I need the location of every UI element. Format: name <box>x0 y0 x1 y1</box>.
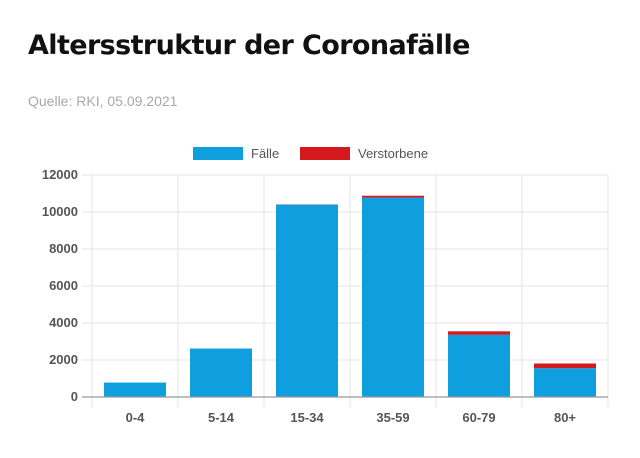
chart-source: Quelle: RKI, 05.09.2021 <box>28 93 178 109</box>
bar-cases[interactable] <box>362 197 424 397</box>
bar-cases[interactable] <box>448 334 510 397</box>
legend-label-cases: Fälle <box>251 146 279 161</box>
y-axis: 0 2000 4000 6000 8000 10000 12000 <box>42 167 78 404</box>
legend-swatch-deaths <box>300 147 350 160</box>
y-tick-label: 4000 <box>49 315 78 330</box>
y-tick-label: 12000 <box>42 167 78 182</box>
y-tick-label: 6000 <box>49 278 78 293</box>
x-tick-label: 35-59 <box>376 410 409 425</box>
x-axis: 0-4 5-14 15-34 35-59 60-79 80+ <box>82 396 608 425</box>
bar-cases[interactable] <box>104 382 166 397</box>
chart-title: Altersstruktur der Coronafälle <box>28 30 470 61</box>
bar-deaths[interactable] <box>362 195 424 198</box>
bar-cases[interactable] <box>534 368 596 397</box>
x-tick-label: 80+ <box>554 410 576 425</box>
legend-swatch-cases <box>193 147 243 160</box>
y-tick-label: 10000 <box>42 204 78 219</box>
x-tick-label: 5-14 <box>208 410 235 425</box>
y-tick-label: 8000 <box>49 241 78 256</box>
bar-cases[interactable] <box>276 204 338 397</box>
x-tick-label: 60-79 <box>462 410 495 425</box>
x-tick-label: 15-34 <box>290 410 324 425</box>
legend-item-deaths[interactable]: Verstorbene <box>300 146 428 161</box>
bar-deaths[interactable] <box>448 331 510 335</box>
bars[interactable] <box>104 195 596 397</box>
x-tick-label: 0-4 <box>126 410 146 425</box>
y-tick-label: 2000 <box>49 352 78 367</box>
y-tick-label: 0 <box>71 389 78 404</box>
legend-item-cases[interactable]: Fälle <box>193 146 279 161</box>
bar-cases[interactable] <box>190 348 252 397</box>
legend[interactable]: Fälle Verstorbene <box>193 146 428 161</box>
legend-label-deaths: Verstorbene <box>358 146 428 161</box>
bar-chart: Fälle Verstorbene 0 2000 4000 6000 8000 10000… <box>42 146 609 425</box>
grid-lines <box>82 174 609 407</box>
bar-deaths[interactable] <box>534 363 596 369</box>
